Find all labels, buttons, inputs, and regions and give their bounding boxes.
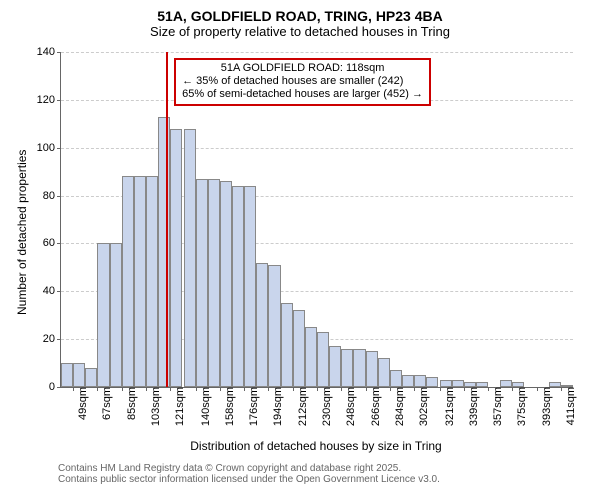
xtick-label: 393sqm: [537, 387, 553, 426]
annotation-header: 51A GOLDFIELD ROAD: 118sqm: [182, 62, 423, 75]
histogram-bar: [256, 263, 268, 387]
ytick-label: 40: [43, 285, 61, 297]
histogram-bar: [353, 349, 365, 387]
xtick-label: 375sqm: [512, 387, 528, 426]
chart-container: 51A, GOLDFIELD ROAD, TRING, HP23 4BA Siz…: [0, 0, 600, 500]
annotation-box: 51A GOLDFIELD ROAD: 118sqm ← 35% of deta…: [174, 58, 431, 106]
xtick-label: 248sqm: [341, 387, 357, 426]
xtick-label: 103sqm: [146, 387, 162, 426]
plot-area: 02040608010012014049sqm67sqm85sqm103sqm1…: [60, 52, 573, 388]
xtick-label: 411sqm: [561, 387, 577, 425]
chart-subtitle: Size of property relative to detached ho…: [0, 24, 600, 39]
xtick-label: 321sqm: [440, 387, 456, 426]
xtick-label: 266sqm: [366, 387, 382, 426]
histogram-bar: [281, 303, 293, 387]
histogram-bar: [317, 332, 329, 387]
histogram-bar: [170, 129, 182, 387]
histogram-bar: [158, 117, 170, 387]
histogram-bar: [390, 370, 402, 387]
histogram-bar: [134, 176, 146, 387]
ytick-label: 120: [37, 94, 61, 106]
footer-line1: Contains HM Land Registry data © Crown c…: [58, 463, 592, 474]
xtick-label: 176sqm: [244, 387, 260, 426]
marker-line: [166, 52, 168, 387]
xtick-label: 284sqm: [390, 387, 406, 426]
x-axis-label: Distribution of detached houses by size …: [60, 439, 572, 453]
histogram-bar: [244, 186, 256, 387]
footer-line2: Contains public sector information licen…: [58, 474, 592, 485]
ytick-label: 140: [37, 46, 61, 58]
histogram-bar: [146, 176, 158, 387]
histogram-bar: [452, 380, 464, 387]
histogram-bar: [500, 380, 512, 387]
histogram-bar: [366, 351, 378, 387]
histogram-bar: [305, 327, 317, 387]
xtick-label: 158sqm: [220, 387, 236, 426]
xtick-label: 85sqm: [122, 387, 138, 420]
histogram-bar: [61, 363, 73, 387]
xtick-label: 140sqm: [196, 387, 212, 426]
histogram-bar: [220, 181, 232, 387]
xtick-label: 67sqm: [97, 387, 113, 420]
histogram-bar: [268, 265, 280, 387]
xtick-label: 121sqm: [170, 387, 186, 426]
histogram-bar: [232, 186, 244, 387]
xtick-label: 302sqm: [414, 387, 430, 426]
xtick-label: 194sqm: [268, 387, 284, 426]
histogram-bar: [440, 380, 452, 387]
chart-title: 51A, GOLDFIELD ROAD, TRING, HP23 4BA: [0, 0, 600, 24]
histogram-bar: [110, 243, 122, 387]
histogram-bar: [208, 179, 220, 387]
histogram-bar: [329, 346, 341, 387]
histogram-bar: [378, 358, 390, 387]
histogram-bar: [402, 375, 414, 387]
xtick-label: 212sqm: [293, 387, 309, 426]
ytick-label: 100: [37, 142, 61, 154]
annotation-line1: ← 35% of detached houses are smaller (24…: [182, 75, 423, 88]
histogram-bar: [196, 179, 208, 387]
histogram-bar: [414, 375, 426, 387]
histogram-bar: [73, 363, 85, 387]
xtick-label: 339sqm: [464, 387, 480, 426]
gridline: [61, 52, 573, 53]
ytick-label: 0: [49, 381, 61, 393]
chart-footer: Contains HM Land Registry data © Crown c…: [50, 459, 600, 489]
histogram-bar: [341, 349, 353, 387]
ytick-label: 20: [43, 333, 61, 345]
histogram-bar: [184, 129, 196, 387]
xtick-label: 49sqm: [73, 387, 89, 420]
ytick-label: 60: [43, 237, 61, 249]
xtick-label: 230sqm: [317, 387, 333, 426]
histogram-bar: [426, 377, 438, 387]
y-axis-label: Number of detached properties: [15, 149, 29, 314]
histogram-bar: [85, 368, 97, 387]
xtick-label: 357sqm: [488, 387, 504, 426]
annotation-line2: 65% of semi-detached houses are larger (…: [182, 88, 423, 101]
ytick-label: 80: [43, 190, 61, 202]
histogram-bar: [97, 243, 109, 387]
histogram-bar: [122, 176, 134, 387]
gridline: [61, 148, 573, 149]
histogram-bar: [293, 310, 305, 387]
